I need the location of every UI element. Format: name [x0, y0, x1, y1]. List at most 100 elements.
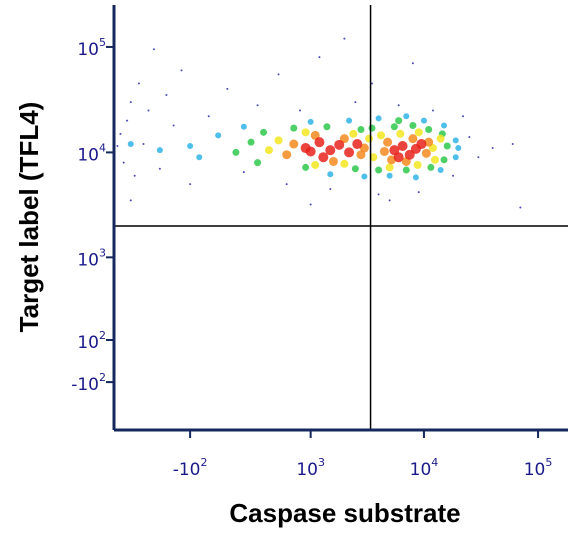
event-point — [379, 146, 389, 156]
event-point — [397, 104, 400, 107]
event-point — [414, 128, 423, 137]
event-point — [318, 152, 329, 163]
event-point — [122, 161, 125, 164]
tick-power: 3 — [99, 246, 106, 259]
event-point — [328, 156, 338, 166]
tick-power: 2 — [99, 371, 106, 384]
event-point — [344, 147, 355, 158]
event-point — [172, 124, 175, 127]
event-point — [412, 174, 419, 181]
tick-power: 3 — [318, 456, 325, 469]
event-point — [325, 145, 336, 156]
event-point — [369, 153, 378, 162]
event-point — [417, 191, 420, 194]
event-point — [411, 62, 414, 65]
event-point — [424, 137, 434, 147]
event-point — [420, 117, 427, 124]
event-point — [468, 135, 471, 138]
event-point — [416, 139, 427, 150]
event-point — [361, 173, 368, 180]
event-point — [307, 118, 314, 125]
event-point — [247, 138, 255, 146]
event-point — [126, 119, 129, 122]
tick-power: 2 — [200, 456, 207, 469]
event-point — [129, 199, 132, 202]
event-point — [351, 165, 359, 173]
tick-power: 5 — [545, 456, 552, 469]
event-point — [274, 136, 283, 145]
event-point — [165, 94, 168, 97]
event-point — [455, 145, 462, 152]
event-point — [256, 104, 259, 107]
event-point — [427, 163, 435, 171]
event-point — [395, 117, 403, 125]
event-point — [129, 101, 132, 104]
event-point — [452, 154, 459, 161]
event-point — [425, 125, 433, 133]
event-point — [189, 183, 192, 186]
event-point — [207, 115, 210, 118]
event-point — [180, 69, 183, 72]
event-point — [354, 101, 357, 104]
tick-base: 10 — [77, 250, 99, 270]
event-point — [116, 144, 119, 147]
tick-base: 10 — [296, 460, 318, 480]
event-point — [519, 206, 522, 209]
event-point — [119, 132, 122, 135]
tick-power: 5 — [99, 36, 106, 49]
event-point — [383, 137, 393, 147]
event-point — [329, 187, 332, 190]
event-point — [375, 166, 383, 174]
tick-label: 104 — [77, 141, 106, 165]
event-point — [365, 134, 374, 143]
tick-label: 104 — [410, 456, 439, 480]
event-point — [440, 156, 448, 164]
event-point — [196, 154, 203, 161]
event-point — [396, 129, 405, 138]
tick-base: -10 — [173, 460, 201, 480]
event-point — [477, 156, 480, 159]
tick-label: 103 — [296, 456, 325, 480]
tick-base: 10 — [77, 40, 99, 60]
event-point — [370, 82, 373, 85]
event-point — [491, 147, 494, 150]
event-point — [327, 171, 334, 178]
event-point — [340, 159, 349, 168]
event-point — [142, 143, 145, 146]
event-point — [443, 142, 451, 150]
y-axis-title: Target label (TFL4) — [14, 102, 44, 333]
tick-label: -102 — [173, 456, 208, 480]
event-point — [431, 109, 434, 112]
event-point — [356, 150, 366, 160]
event-point — [242, 171, 245, 174]
event-point — [413, 160, 422, 169]
event-point — [147, 109, 150, 112]
tick-power: 2 — [99, 329, 106, 342]
event-point — [311, 160, 320, 169]
event-point — [334, 139, 345, 150]
event-point — [323, 123, 331, 131]
event-point — [285, 183, 288, 186]
event-point — [289, 139, 299, 149]
event-point — [299, 109, 302, 112]
event-point — [452, 137, 459, 144]
event-point — [232, 148, 240, 156]
event-point — [187, 142, 194, 149]
event-point — [215, 132, 222, 139]
event-point — [386, 172, 393, 179]
event-point — [462, 115, 465, 118]
event-point — [511, 143, 514, 146]
tick-label: 103 — [77, 246, 106, 270]
event-point — [137, 82, 140, 85]
event-point — [390, 123, 398, 131]
event-point — [437, 167, 444, 174]
event-point — [359, 143, 369, 153]
tick-label: 105 — [77, 36, 106, 60]
event-point — [226, 87, 229, 90]
event-point — [343, 37, 346, 40]
tick-base: 10 — [410, 460, 432, 480]
event-point — [152, 48, 155, 51]
event-point — [277, 73, 280, 76]
event-point — [421, 148, 431, 158]
